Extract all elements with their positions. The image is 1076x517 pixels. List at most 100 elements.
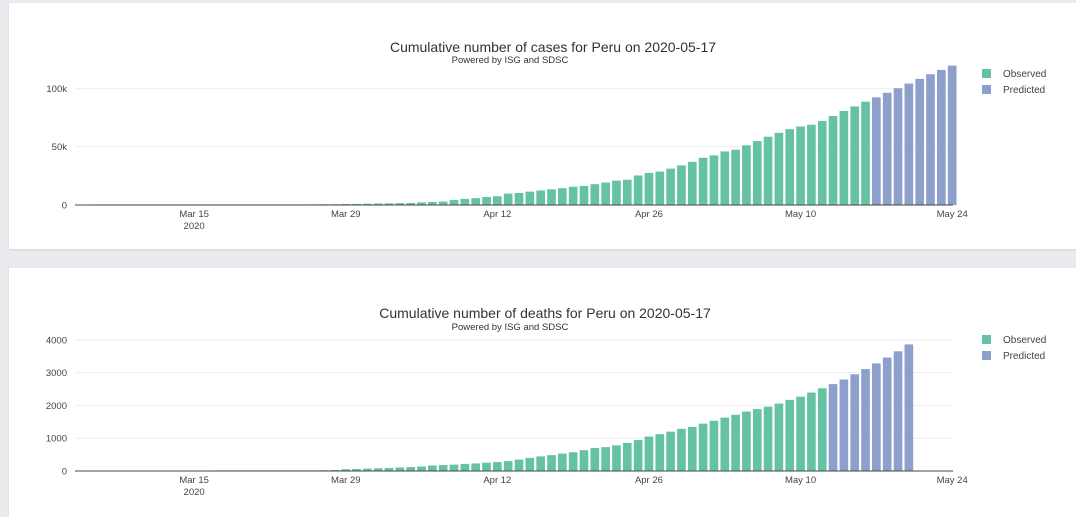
bar-predicted[interactable] <box>937 69 946 206</box>
bar-observed[interactable] <box>417 466 426 471</box>
bar-predicted[interactable] <box>904 83 914 205</box>
bar-predicted[interactable] <box>915 78 925 205</box>
bar-observed[interactable] <box>536 190 545 205</box>
bar-observed[interactable] <box>698 423 708 471</box>
legend-item-observed[interactable]: Observed <box>982 69 1046 80</box>
bar-observed[interactable] <box>709 420 719 471</box>
bar-observed[interactable] <box>460 463 470 471</box>
bar-observed[interactable] <box>828 115 838 205</box>
bar-observed[interactable] <box>796 396 805 471</box>
bar-observed[interactable] <box>720 417 730 471</box>
bar-predicted[interactable] <box>904 344 914 471</box>
bar-observed[interactable] <box>438 465 448 471</box>
bar-observed[interactable] <box>731 414 740 471</box>
bar-observed[interactable] <box>742 145 751 205</box>
bar-predicted[interactable] <box>893 88 903 205</box>
bar-observed[interactable] <box>449 464 459 471</box>
bar-predicted[interactable] <box>872 363 881 471</box>
bar-observed[interactable] <box>568 452 578 471</box>
bar-observed[interactable] <box>557 453 567 471</box>
bar-observed[interactable] <box>763 406 773 471</box>
bar-observed[interactable] <box>536 456 545 471</box>
bar-observed[interactable] <box>839 110 849 205</box>
bar-observed[interactable] <box>590 448 600 471</box>
bar-observed[interactable] <box>687 426 697 471</box>
bar-observed[interactable] <box>438 201 448 205</box>
bar-observed[interactable] <box>633 175 643 205</box>
bar-observed[interactable] <box>373 468 383 471</box>
bar-observed[interactable] <box>352 469 361 471</box>
bar-observed[interactable] <box>363 203 372 205</box>
bar-predicted[interactable] <box>861 369 870 471</box>
bar-observed[interactable] <box>493 462 502 471</box>
legend-item-predicted[interactable]: Predicted <box>982 351 1045 362</box>
bar-observed[interactable] <box>774 132 784 205</box>
bar-observed[interactable] <box>417 202 426 205</box>
bar-predicted[interactable] <box>882 357 892 471</box>
bar-observed[interactable] <box>482 462 491 471</box>
bar-observed[interactable] <box>817 120 827 205</box>
bar-observed[interactable] <box>395 467 405 471</box>
bar-observed[interactable] <box>590 184 600 205</box>
bar-observed[interactable] <box>817 388 827 471</box>
bar-observed[interactable] <box>525 457 535 471</box>
bar-observed[interactable] <box>557 188 567 205</box>
bar-observed[interactable] <box>493 196 502 205</box>
bar-observed[interactable] <box>579 185 589 205</box>
bar-predicted[interactable] <box>926 74 935 205</box>
bar-predicted[interactable] <box>828 384 838 471</box>
bar-observed[interactable] <box>709 155 719 205</box>
bar-predicted[interactable] <box>882 92 892 205</box>
bar-observed[interactable] <box>677 165 686 205</box>
bar-observed[interactable] <box>677 428 686 471</box>
bar-observed[interactable] <box>471 198 481 205</box>
bar-observed[interactable] <box>341 469 351 471</box>
bar-observed[interactable] <box>774 403 784 471</box>
bar-observed[interactable] <box>579 450 589 471</box>
bar-observed[interactable] <box>514 192 524 205</box>
bar-observed[interactable] <box>373 203 383 205</box>
bar-predicted[interactable] <box>947 65 957 205</box>
bar-observed[interactable] <box>547 455 556 471</box>
bar-observed[interactable] <box>428 465 437 471</box>
bar-observed[interactable] <box>720 151 730 205</box>
bar-observed[interactable] <box>525 191 535 205</box>
bar-observed[interactable] <box>601 182 610 205</box>
bar-observed[interactable] <box>850 106 860 205</box>
bar-observed[interactable] <box>514 459 524 471</box>
bar-observed[interactable] <box>449 199 459 205</box>
bar-observed[interactable] <box>547 189 556 205</box>
bar-observed[interactable] <box>612 445 621 471</box>
bar-observed[interactable] <box>406 202 416 205</box>
bar-observed[interactable] <box>785 129 795 205</box>
bar-observed[interactable] <box>395 203 405 205</box>
bar-observed[interactable] <box>503 461 513 471</box>
bar-observed[interactable] <box>633 440 643 471</box>
bar-observed[interactable] <box>622 443 632 471</box>
bar-observed[interactable] <box>363 468 372 471</box>
bar-observed[interactable] <box>482 197 491 205</box>
bar-predicted[interactable] <box>839 379 849 471</box>
bar-observed[interactable] <box>655 171 665 205</box>
bar-observed[interactable] <box>612 180 621 205</box>
bar-observed[interactable] <box>796 126 805 205</box>
legend[interactable]: Observed Predicted <box>982 335 1046 362</box>
bar-observed[interactable] <box>406 467 416 471</box>
bar-observed[interactable] <box>807 124 816 205</box>
bar-predicted[interactable] <box>872 97 881 205</box>
bar-observed[interactable] <box>644 436 654 471</box>
legend-item-observed[interactable]: Observed <box>982 335 1046 346</box>
bar-observed[interactable] <box>687 161 697 205</box>
bar-observed[interactable] <box>666 431 675 471</box>
bar-predicted[interactable] <box>893 351 903 471</box>
bar-observed[interactable] <box>503 193 513 205</box>
bar-observed[interactable] <box>655 434 665 471</box>
bar-observed[interactable] <box>644 172 654 205</box>
bar-observed[interactable] <box>622 179 632 205</box>
bar-observed[interactable] <box>785 399 795 471</box>
bar-predicted[interactable] <box>850 374 860 471</box>
bar-observed[interactable] <box>460 198 470 205</box>
legend-item-predicted[interactable]: Predicted <box>982 85 1045 96</box>
bar-observed[interactable] <box>601 447 610 471</box>
bar-observed[interactable] <box>428 202 437 205</box>
